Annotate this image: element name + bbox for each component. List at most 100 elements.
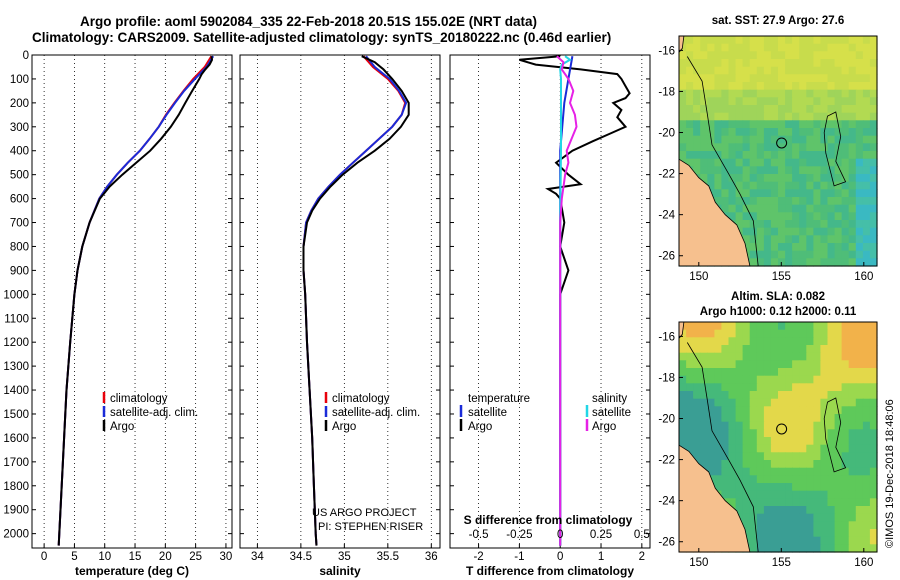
map-cell [721, 429, 730, 438]
map-cell [721, 406, 730, 415]
map-cell [778, 329, 786, 338]
map-cell [827, 74, 836, 83]
map-cell [679, 59, 687, 68]
y-tick-label: 1800 [3, 481, 29, 493]
map-cell [869, 536, 878, 545]
map-cell [735, 105, 744, 114]
map-cell [834, 536, 843, 545]
map-cell [827, 360, 836, 369]
map-cell [869, 437, 878, 446]
map-cell [763, 444, 772, 453]
map-cell [820, 258, 829, 267]
map-cell [855, 513, 864, 522]
map-cell [869, 97, 878, 106]
map-cell [778, 204, 786, 213]
map-cell [749, 529, 758, 538]
map-cell [855, 204, 864, 213]
map-cell [806, 406, 814, 415]
map-cell [714, 189, 723, 198]
map-cell [834, 506, 843, 515]
map-cell [848, 421, 857, 430]
map-cell [806, 250, 814, 259]
map-cell [841, 437, 850, 446]
map-cell [799, 89, 807, 98]
map-title: Altim. SLA: 0.082 [731, 291, 825, 303]
map-cell [841, 82, 850, 91]
map-cell [841, 43, 850, 52]
imos-timestamp: ©IMOS 19-Dec-2018 18:48:06 [884, 399, 896, 548]
y-tick-label: 1100 [4, 313, 29, 325]
map-cell [785, 513, 793, 522]
map-cell [869, 490, 878, 499]
map-cell [806, 391, 814, 400]
map-cell [721, 398, 730, 407]
map-cell [799, 220, 807, 229]
map-cell [806, 513, 814, 522]
map-cell [763, 544, 772, 553]
map-cell [862, 529, 871, 538]
x-tick-label: 10 [98, 551, 111, 563]
y-tick-label: 1900 [3, 505, 29, 517]
map-cell [778, 235, 786, 244]
map-cell [869, 329, 878, 338]
map-cell [756, 189, 765, 198]
map-cell [806, 59, 814, 68]
map-cell [742, 166, 751, 175]
map-cell [742, 174, 751, 183]
map-cell [756, 391, 765, 400]
map-cell [799, 383, 807, 392]
map-y-tick-label: -16 [658, 331, 675, 343]
map-cell [799, 204, 807, 213]
map-cell [869, 444, 878, 453]
map-cell [862, 243, 871, 252]
map-cell [714, 143, 723, 152]
map-cell [841, 383, 850, 392]
map-cell [735, 204, 744, 213]
map-cell [813, 89, 822, 98]
map-cell [834, 112, 843, 121]
map-cell [742, 391, 751, 400]
shelf-contour [686, 342, 759, 553]
map-cell [756, 36, 765, 45]
map-cell [756, 220, 765, 229]
map-cell [813, 197, 822, 206]
map-cell [785, 391, 793, 400]
map-cell [785, 414, 793, 423]
map-cell [700, 360, 708, 369]
map-cell [742, 322, 751, 331]
map-cell [806, 475, 814, 484]
map-cell [749, 498, 758, 507]
map-cell [806, 429, 814, 438]
map-cell [792, 406, 800, 415]
map-cell [785, 529, 793, 538]
map-cell [813, 375, 822, 384]
map-cell [714, 467, 723, 476]
map-cell [770, 529, 779, 538]
map-cell [756, 51, 765, 60]
map-cell [841, 243, 850, 252]
x-tick-label: 25 [189, 551, 202, 563]
map-cell [735, 181, 744, 190]
map-cell [848, 143, 857, 152]
map-cell [785, 166, 793, 175]
map-cell [728, 421, 737, 430]
map-cell [728, 66, 737, 75]
map-cell [714, 120, 723, 129]
map-cell [735, 74, 744, 83]
map-cell [862, 120, 871, 129]
map-cell [763, 513, 772, 522]
map-cell [813, 391, 822, 400]
map-cell [693, 128, 701, 137]
map-cell [806, 322, 814, 331]
map-cell [785, 483, 793, 492]
map-cell [813, 483, 822, 492]
map-cell [841, 227, 850, 236]
map-cell [721, 467, 730, 476]
map-cell [869, 204, 878, 213]
map-cell [686, 158, 694, 167]
map-cell [763, 235, 772, 244]
map-cell [848, 128, 857, 137]
map-cell [799, 452, 807, 461]
map-cell [848, 391, 857, 400]
map-cell [855, 529, 864, 538]
